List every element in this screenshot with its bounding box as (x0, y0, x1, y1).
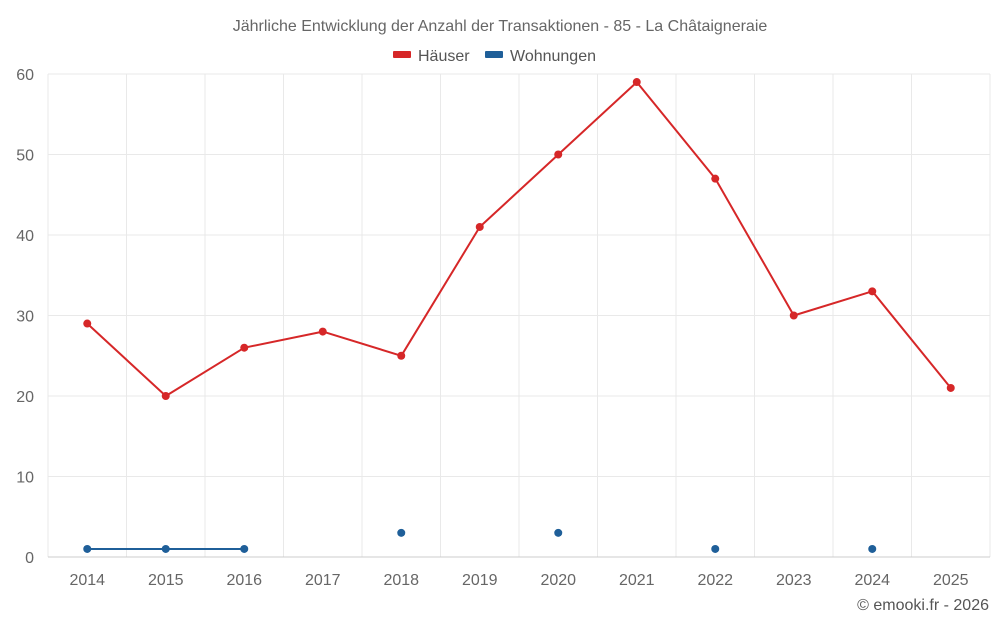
y-tick-20: 20 (16, 389, 34, 406)
point-hauser-2018[interactable] (397, 351, 406, 360)
x-tick-2024: 2024 (854, 572, 890, 589)
point-wohnungen-2024[interactable] (868, 544, 877, 553)
series-line-hauser-0 (86, 81, 952, 397)
legend-item-hauser[interactable]: Häuser (393, 48, 470, 65)
point-hauser-2017[interactable] (318, 327, 327, 336)
y-tick-30: 30 (16, 309, 34, 326)
point-hauser-2014[interactable] (83, 319, 92, 328)
legend: Häuser Wohnungen (393, 48, 596, 65)
series-group (83, 78, 955, 553)
point-wohnungen-2016[interactable] (240, 544, 249, 553)
legend-swatch-wohnungen (485, 51, 503, 58)
y-tick-50: 50 (16, 148, 34, 165)
point-hauser-2022[interactable] (711, 174, 720, 183)
point-hauser-2024[interactable] (868, 287, 877, 296)
x-tick-2021: 2021 (619, 572, 655, 589)
point-wohnungen-2022[interactable] (711, 544, 720, 553)
x-tick-2015: 2015 (148, 572, 184, 589)
point-hauser-2016[interactable] (240, 343, 249, 352)
x-tick-2020: 2020 (540, 572, 576, 589)
x-tick-2022: 2022 (697, 572, 733, 589)
x-tick-2018: 2018 (383, 572, 419, 589)
point-wohnungen-2020[interactable] (554, 528, 563, 537)
point-wohnungen-2014[interactable] (83, 544, 92, 553)
y-tick-40: 40 (16, 228, 34, 245)
y-tick-10: 10 (16, 470, 34, 487)
legend-swatch-hauser (393, 51, 411, 58)
point-wohnungen-2018[interactable] (397, 528, 406, 537)
credit-text: © emooki.fr - 2026 (857, 597, 989, 614)
x-tick-labels: 2014 2015 2016 2017 2018 2019 2020 2021 2022 2023… (69, 572, 968, 589)
point-hauser-2015[interactable] (161, 392, 170, 400)
chart-title: Jährliche Entwicklung der Anzahl der Tra… (233, 18, 768, 35)
x-tick-2017: 2017 (305, 572, 341, 589)
y-tick-60: 60 (16, 67, 34, 84)
legend-label-hauser: Häuser (418, 48, 470, 65)
point-wohnungen-2015[interactable] (161, 544, 170, 553)
series-wohnungen (83, 528, 877, 553)
x-tick-2023: 2023 (776, 572, 812, 589)
series-hauser (83, 78, 955, 400)
legend-item-wohnungen[interactable]: Wohnungen (485, 48, 596, 65)
x-tick-2019: 2019 (462, 572, 498, 589)
legend-label-wohnungen: Wohnungen (510, 48, 596, 65)
x-tick-2025: 2025 (933, 572, 969, 589)
x-tick-2014: 2014 (69, 572, 105, 589)
y-tick-labels: 0 10 20 30 40 50 60 (16, 67, 34, 567)
x-gridlines (47, 74, 991, 557)
point-hauser-2019[interactable] (475, 222, 484, 231)
y-tick-0: 0 (25, 550, 34, 567)
point-hauser-2020[interactable] (554, 150, 563, 159)
point-hauser-2021[interactable] (632, 78, 641, 87)
x-tick-2016: 2016 (226, 572, 262, 589)
point-hauser-2025[interactable] (946, 383, 955, 392)
point-hauser-2023[interactable] (789, 311, 798, 320)
